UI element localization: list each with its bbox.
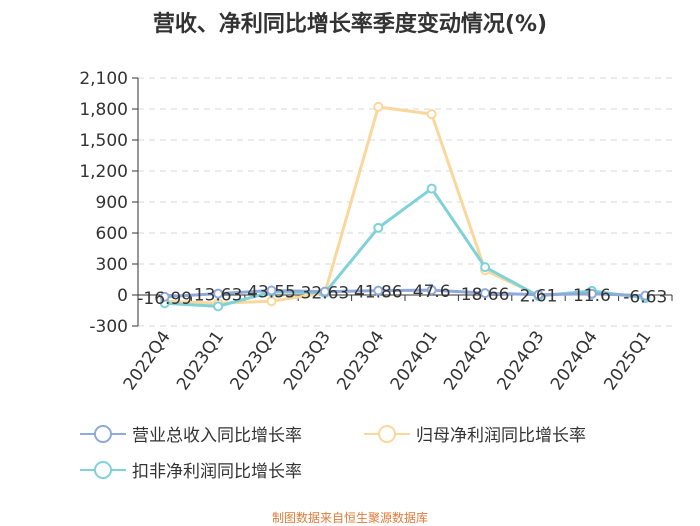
y-tick-label: 600 <box>96 224 128 244</box>
x-tick-label: 2024Q3 <box>494 327 549 394</box>
y-tick-label: 1,500 <box>79 131 128 151</box>
data-label: 2.61 <box>520 287 558 307</box>
data-label: 13.63 <box>194 286 243 306</box>
series-point-0 <box>426 285 437 296</box>
data-label: -6.63 <box>623 288 667 308</box>
series-point-2 <box>480 262 491 273</box>
series-point-0 <box>319 286 330 297</box>
series-point-0 <box>213 288 224 299</box>
x-tick-label: 2024Q4 <box>547 327 602 394</box>
legend-item-net-profit[interactable]: 归母净利润同比增长率 <box>364 421 586 446</box>
series-point-0 <box>640 290 651 301</box>
series-point-0 <box>266 285 277 296</box>
series-line-1 <box>164 105 646 305</box>
legend-label-net-profit: 归母净利润同比增长率 <box>416 426 586 446</box>
legend-label-deducted-profit: 扣非净利润同比增长率 <box>132 462 302 482</box>
y-tick-label: 1,200 <box>79 162 128 182</box>
series-point-0 <box>480 288 491 299</box>
legend-marker-deducted-profit <box>80 460 126 479</box>
legend-label-revenue: 营业总收入同比增长率 <box>132 426 302 446</box>
series-lines <box>159 101 651 312</box>
series-point-0 <box>159 291 170 302</box>
x-tick-label: 2023Q3 <box>280 327 335 394</box>
y-tick-label: 900 <box>96 193 128 213</box>
x-tick-label: 2023Q4 <box>333 327 388 394</box>
legend-item-revenue[interactable]: 营业总收入同比增长率 <box>80 421 302 446</box>
y-tick-label: -300 <box>89 317 128 337</box>
source-footer: 制图数据来自恒生聚源数据库 <box>271 511 428 525</box>
y-tick-label: 2,100 <box>79 69 128 89</box>
x-tick-label: 2024Q1 <box>387 327 442 394</box>
x-tick-label: 2023Q2 <box>227 327 282 394</box>
legend-marker-revenue <box>80 424 126 443</box>
series-point-2 <box>213 301 224 312</box>
data-label: -16.99 <box>137 289 192 309</box>
series-point-0 <box>586 288 597 299</box>
y-tick-label: 300 <box>96 255 128 275</box>
series-line-0 <box>164 288 646 299</box>
data-labels: -16.99 13.63 43.55 32.63 41.86 47.6 18.66 2.61 1… <box>137 282 667 309</box>
series-point-0 <box>533 289 544 300</box>
series-point-2 <box>426 183 437 194</box>
legend-marker-net-profit <box>364 424 410 443</box>
data-label: 43.55 <box>247 282 296 302</box>
data-label: 18.66 <box>461 285 510 305</box>
series-point-1 <box>373 101 384 112</box>
y-tick-label: 0 <box>117 286 128 306</box>
series-point-1 <box>426 109 437 120</box>
x-tick-label: 2023Q1 <box>173 327 228 394</box>
series-point-1 <box>266 296 277 307</box>
series-point-2 <box>373 222 384 233</box>
data-label: 32.63 <box>301 284 350 304</box>
chart-title: 营收、净利同比增长率季度变动情况(%) <box>152 12 548 37</box>
legend-item-deducted-profit[interactable]: 扣非净利润同比增长率 <box>80 457 302 482</box>
data-label: 47.6 <box>413 282 451 302</box>
series-point-0 <box>373 285 384 296</box>
data-label: 41.86 <box>354 283 403 303</box>
x-tick-label: 2024Q2 <box>440 327 495 394</box>
y-tick-label: 1,800 <box>79 100 128 120</box>
x-tick-label: 2022Q4 <box>120 327 175 394</box>
x-tick-label: 2025Q1 <box>600 327 655 394</box>
data-label: 11.6 <box>573 286 611 306</box>
